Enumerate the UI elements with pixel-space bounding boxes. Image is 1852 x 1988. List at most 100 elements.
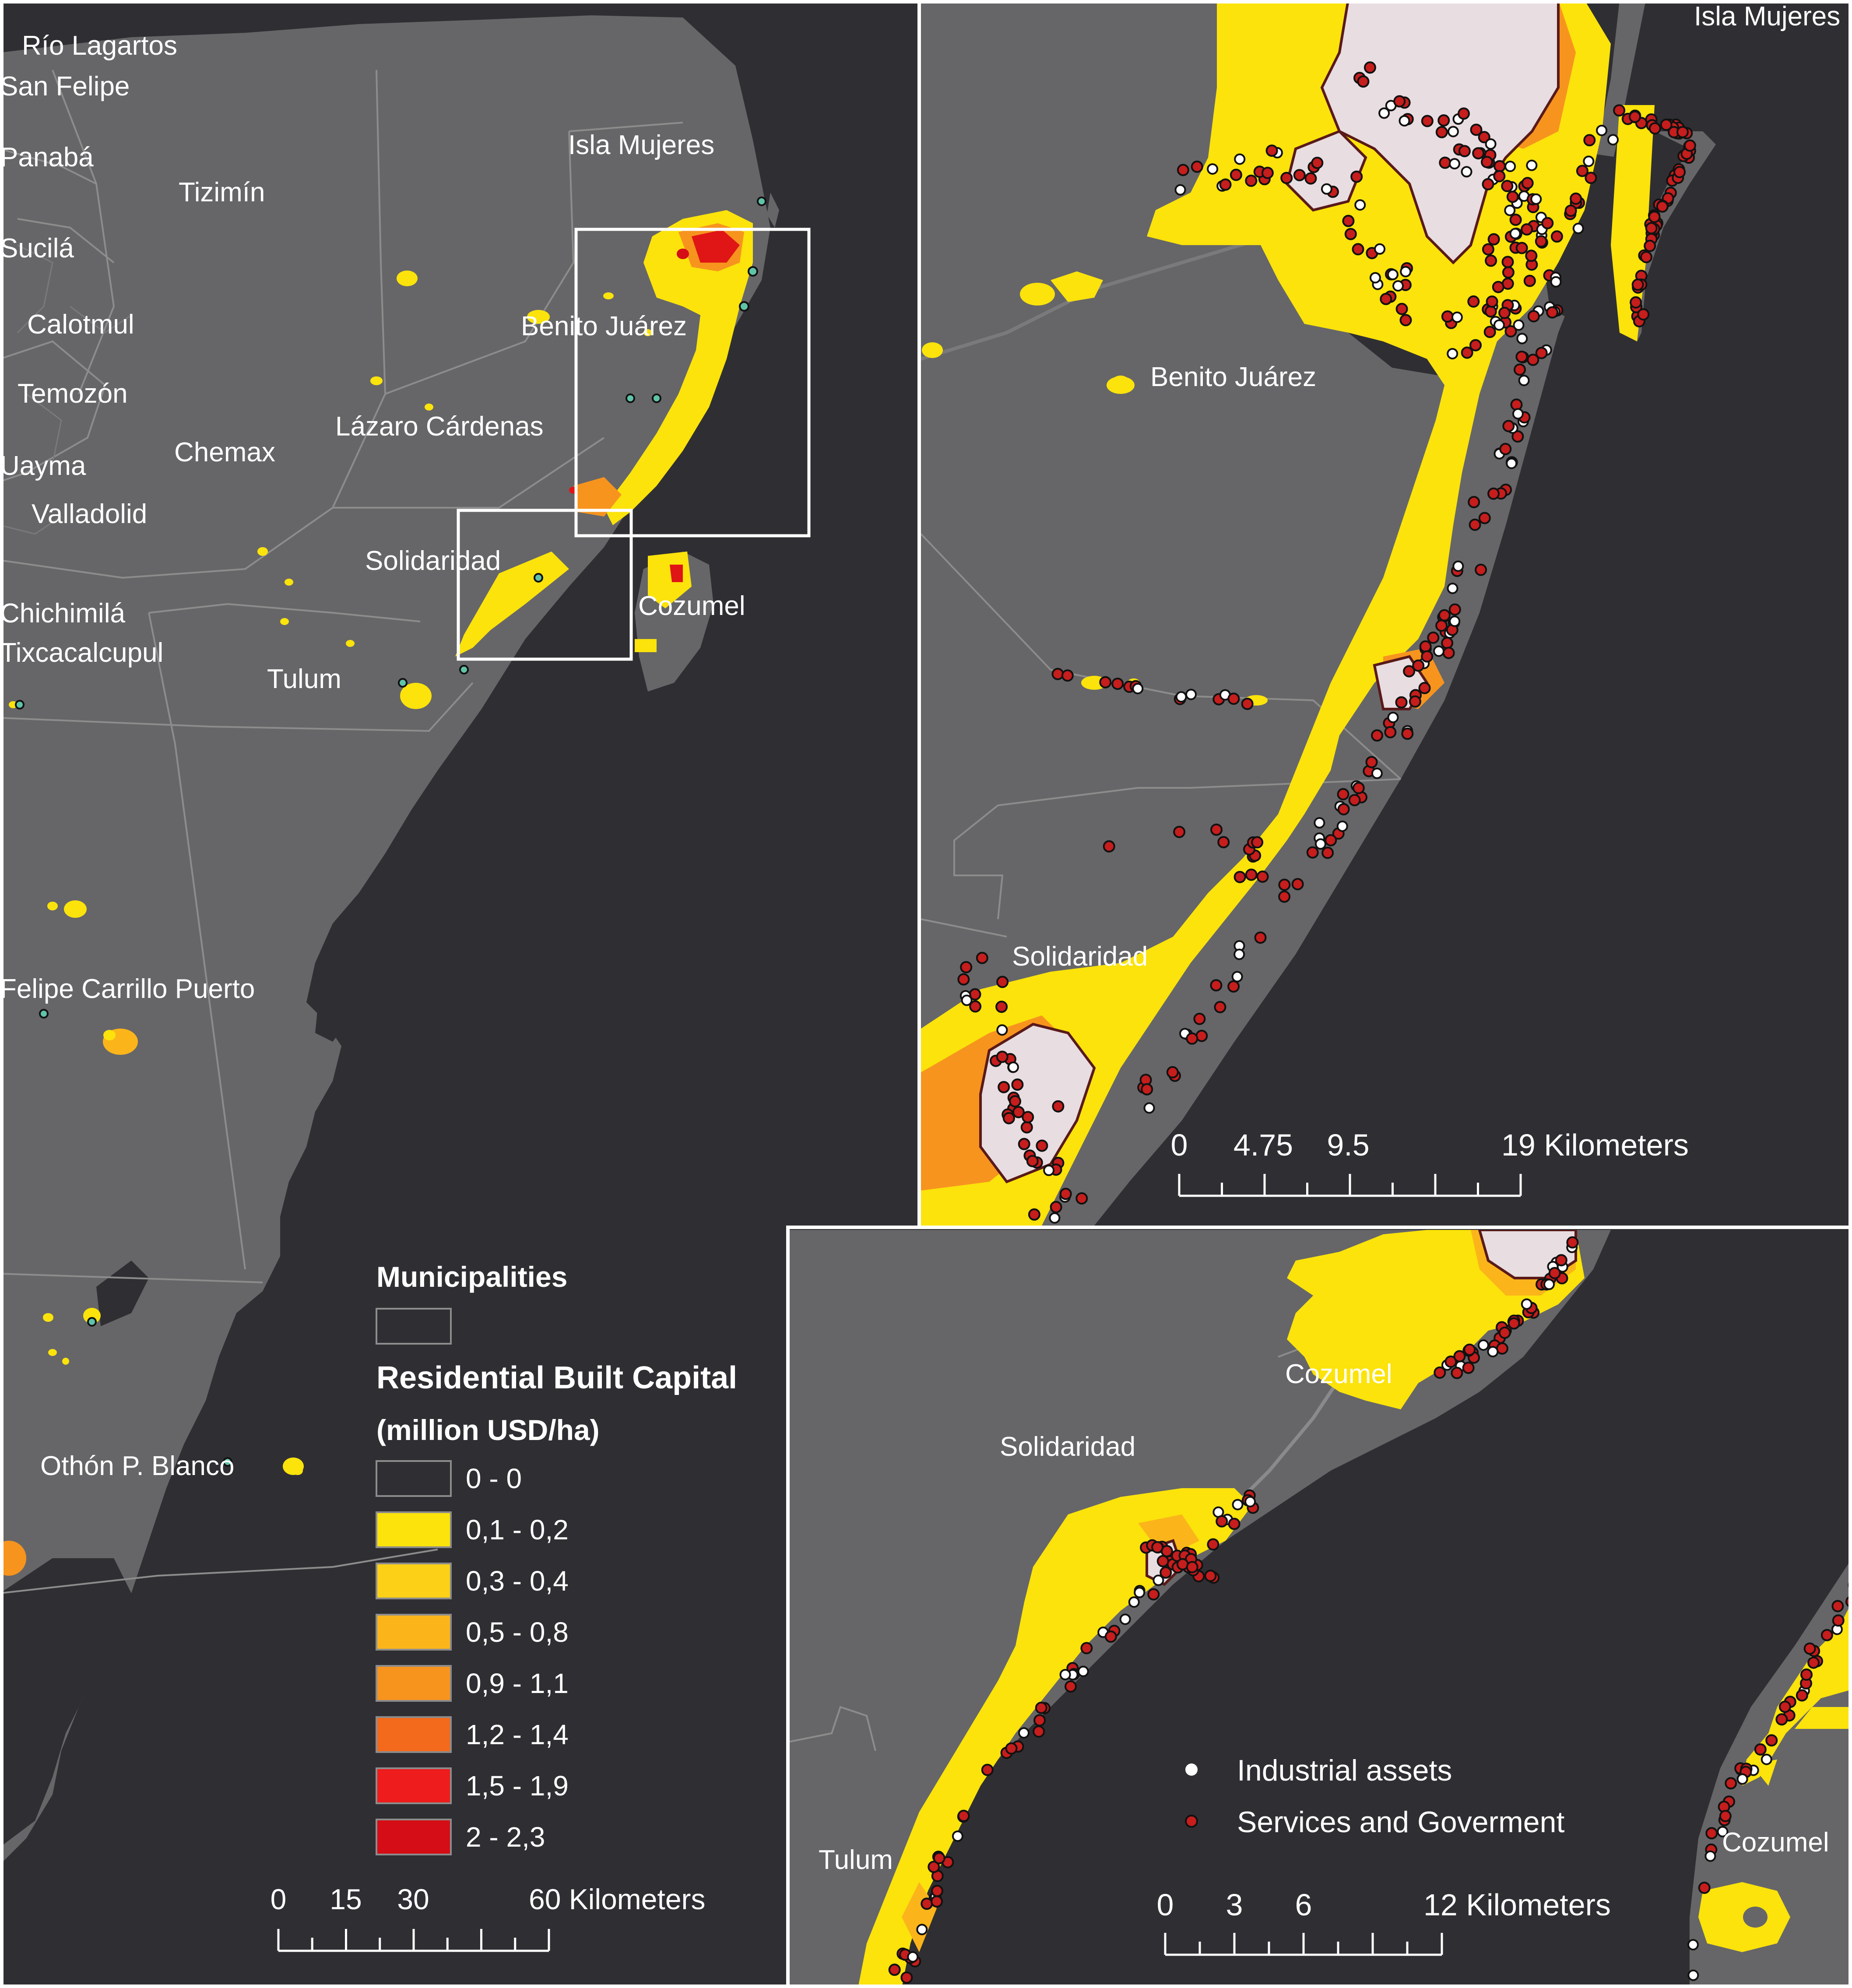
service-asset-point — [1012, 1106, 1025, 1118]
service-asset-point — [1492, 281, 1504, 293]
industrial-asset-point — [916, 1924, 928, 1935]
industrial-asset-point — [1477, 1339, 1489, 1351]
service-asset-point — [1036, 1139, 1048, 1152]
service-asset-point — [1648, 122, 1661, 135]
service-asset-point — [1629, 110, 1641, 123]
service-asset-point — [1427, 631, 1440, 644]
industrial-asset-point — [1175, 691, 1187, 703]
service-asset-point — [1498, 1326, 1511, 1339]
industrial-asset-point — [1234, 153, 1246, 165]
inset-south-label-cozumel-north: Cozumel — [1285, 1359, 1392, 1389]
inset-south-scale-bar: 0 3 6 12 Kilometers — [1157, 1888, 1611, 1956]
service-asset-point — [1441, 310, 1454, 323]
scale-bar-end-label: 19 Kilometers — [1501, 1128, 1689, 1162]
service-asset-point — [1227, 980, 1240, 993]
service-asset-point — [981, 1763, 994, 1776]
service-asset-point — [1475, 563, 1487, 576]
inset-north-scale-bar: 0 4.75 9.5 19 Kilometers — [1171, 1128, 1689, 1197]
industrial-asset-point — [1387, 269, 1399, 281]
service-asset-point — [1656, 200, 1669, 213]
industrial-asset-point — [1504, 204, 1516, 216]
service-asset-point — [1419, 640, 1432, 653]
label-tulum: Tulum — [267, 664, 341, 694]
service-asset-point — [1061, 669, 1074, 682]
service-asset-point — [1676, 126, 1689, 138]
industrial-asset-point — [1451, 311, 1463, 323]
industrial-asset-point — [952, 1830, 963, 1842]
industrial-asset-point — [1399, 115, 1410, 126]
inset-south-label-cozumel-south: Cozumel — [1722, 1827, 1829, 1858]
industrial-asset-point — [1371, 767, 1383, 779]
industrial-asset-point — [1530, 193, 1542, 205]
legend-class-label: 0,9 - 1,1 — [466, 1668, 569, 1699]
service-asset-point — [996, 976, 1009, 988]
service-asset-point — [1648, 211, 1661, 223]
service-asset-point — [1104, 1630, 1117, 1643]
service-asset-point — [1453, 1350, 1466, 1363]
scale-bar-tick-label: 0 — [1157, 1888, 1174, 1922]
service-asset-point — [1344, 228, 1357, 240]
service-asset-point — [931, 1895, 943, 1908]
service-asset-point — [1511, 430, 1524, 443]
service-asset-point — [1050, 1201, 1062, 1213]
service-asset-point — [1371, 729, 1383, 742]
legend-class-swatch — [376, 1460, 452, 1497]
service-asset-point — [1765, 1734, 1778, 1747]
industrial-asset-point — [1174, 184, 1186, 196]
industrial-asset-point — [1007, 1061, 1019, 1073]
service-asset-point — [1278, 878, 1291, 891]
service-asset-point — [1501, 180, 1514, 192]
service-asset-point — [1020, 1121, 1033, 1134]
service-asset-point — [1481, 156, 1493, 169]
service-asset-point — [1311, 157, 1324, 169]
industrial-asset-point — [1336, 820, 1348, 832]
legend-municipality-swatch — [376, 1308, 452, 1345]
service-asset-point — [1469, 339, 1482, 351]
overview-labels: Río Lagartos San Felipe Panabá Tizimín S… — [0, 31, 745, 1481]
service-asset-point — [1403, 665, 1416, 678]
service-asset-point — [1245, 868, 1258, 881]
label-chemax: Chemax — [174, 437, 275, 467]
industrial-asset-point — [1449, 615, 1461, 627]
service-asset-point — [1546, 306, 1559, 319]
legend-class-swatch — [376, 1716, 452, 1753]
industrial-asset-point — [1504, 161, 1516, 172]
service-asset-point — [1160, 1566, 1172, 1579]
service-asset-point — [1033, 1714, 1046, 1727]
overview-asset-dots — [15, 197, 766, 1467]
industrial-asset-point — [1232, 1499, 1244, 1510]
industrial-asset-point — [1717, 1826, 1729, 1837]
service-asset-point — [1444, 1356, 1457, 1368]
legend-class-swatch — [376, 1767, 452, 1804]
legend-class-swatch — [376, 1614, 452, 1651]
service-asset-point — [1147, 1588, 1160, 1601]
industrial-asset-point — [1704, 1850, 1716, 1862]
industrial-asset-point — [1687, 1969, 1699, 1981]
service-asset-point — [995, 1001, 1008, 1013]
overview-municipality-boundaries — [0, 70, 683, 1594]
service-asset-point — [1527, 310, 1540, 323]
service-asset-point — [1796, 1689, 1808, 1702]
service-asset-point — [1832, 1614, 1845, 1627]
service-asset-point — [1173, 825, 1186, 838]
service-asset-point — [1448, 603, 1461, 616]
industrial-asset-point — [1512, 408, 1524, 420]
service-asset-point — [888, 1963, 901, 1976]
service-asset-point — [931, 1885, 943, 1897]
industrial-asset-point — [1018, 1727, 1030, 1739]
service-asset-point — [1380, 293, 1392, 306]
industrial-asset-point — [1583, 155, 1595, 167]
inset-north-land — [921, 0, 1646, 1226]
service-asset-point — [1548, 1267, 1561, 1279]
service-asset-point — [1469, 518, 1481, 531]
scale-bar-tick-label: 9.5 — [1327, 1128, 1369, 1162]
industrial-asset-point — [1354, 199, 1366, 211]
industrial-asset-point — [1761, 1753, 1772, 1765]
service-asset-point — [1251, 836, 1264, 849]
service-asset-point — [1482, 243, 1494, 256]
service-asset-point — [1399, 314, 1412, 327]
service-asset-point — [1485, 254, 1497, 267]
industrial-asset-point — [1400, 266, 1412, 277]
service-asset-point — [1278, 890, 1291, 903]
service-asset-point — [1660, 119, 1673, 131]
